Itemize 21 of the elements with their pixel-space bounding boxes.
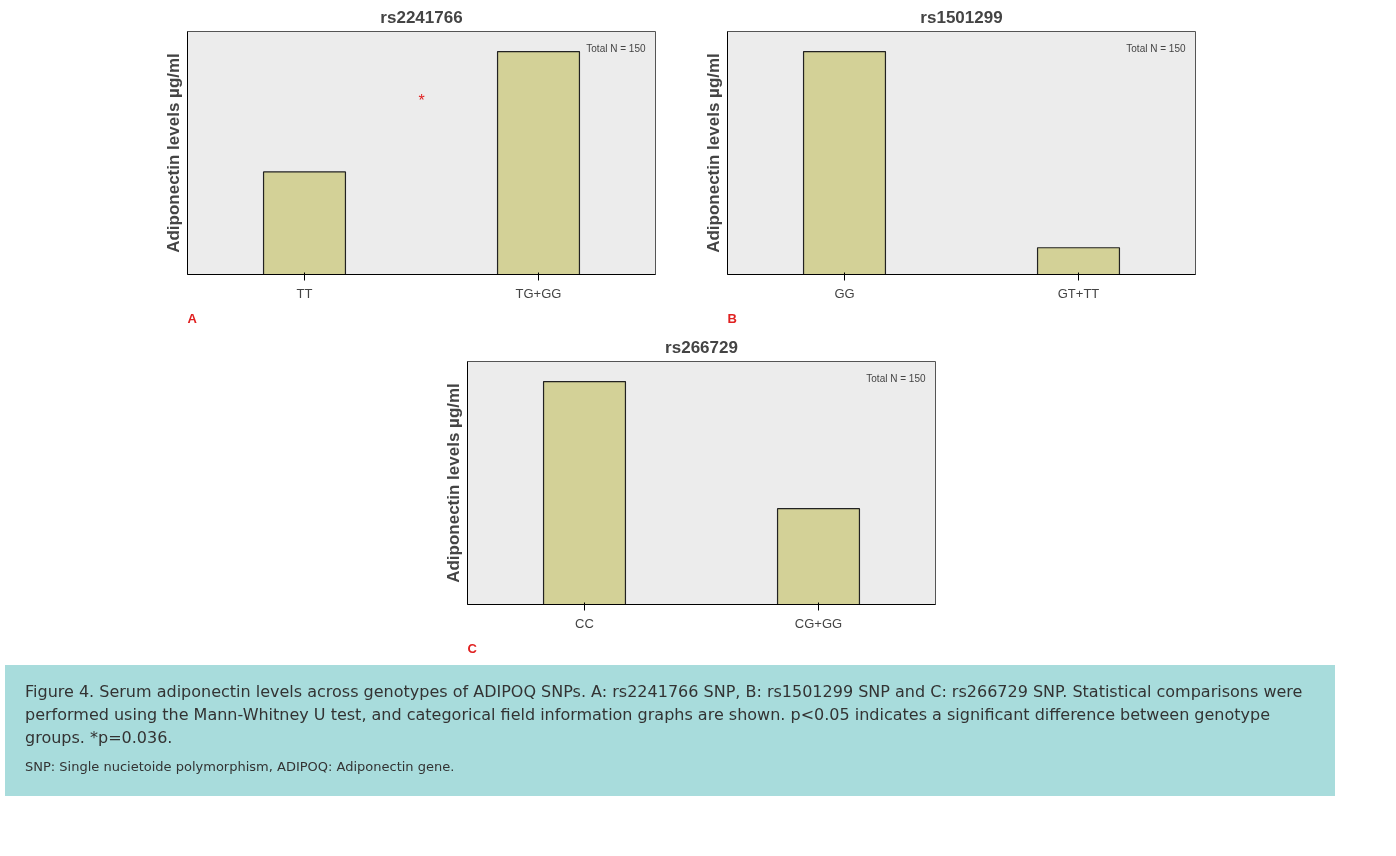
x-tick-label: GT+TT: [1057, 285, 1100, 301]
annotation: *: [418, 92, 425, 110]
annotation: Total N = 150: [1126, 42, 1186, 54]
y-axis-title: Adiponectin levels µg/ml: [163, 53, 183, 253]
caption: Figure 4. Serum adiponectin levels across genotypes of ADIPOQ SNPs. A: rs2241766 SNP, B: rs1501299 SNP and C: rs266729 SNP. Statistical comparisons were performed using the Mann-Whitney U test, and categorical field information graphs are shown. p<0.05 indicates a significant difference between genotype groups. *p=0.036.: [25, 681, 1304, 749]
y-axis-title: Adiponectin levels µg/ml: [703, 53, 723, 253]
text: B: [727, 310, 737, 326]
x-tick-label: GG: [834, 285, 855, 301]
x-tick-label: CG+GG: [794, 615, 843, 631]
annotation: Total N = 150: [866, 372, 926, 384]
text: SNP: Single nucietoide polymorphism, ADIPOQ: Adiponectin gene.: [25, 757, 456, 776]
text: A: [187, 310, 198, 326]
chart-title: rs2241766: [380, 7, 463, 27]
chart-title: rs266729: [665, 337, 738, 357]
x-tick-label: TG+GG: [515, 285, 562, 301]
annotation: Total N = 150: [586, 42, 646, 54]
y-axis-title: Adiponectin levels µg/ml: [443, 383, 463, 583]
x-tick-label: TT: [296, 285, 313, 301]
text: C: [467, 640, 478, 656]
x-tick-label: CC: [575, 615, 594, 631]
chart-title: rs1501299: [920, 7, 1003, 27]
